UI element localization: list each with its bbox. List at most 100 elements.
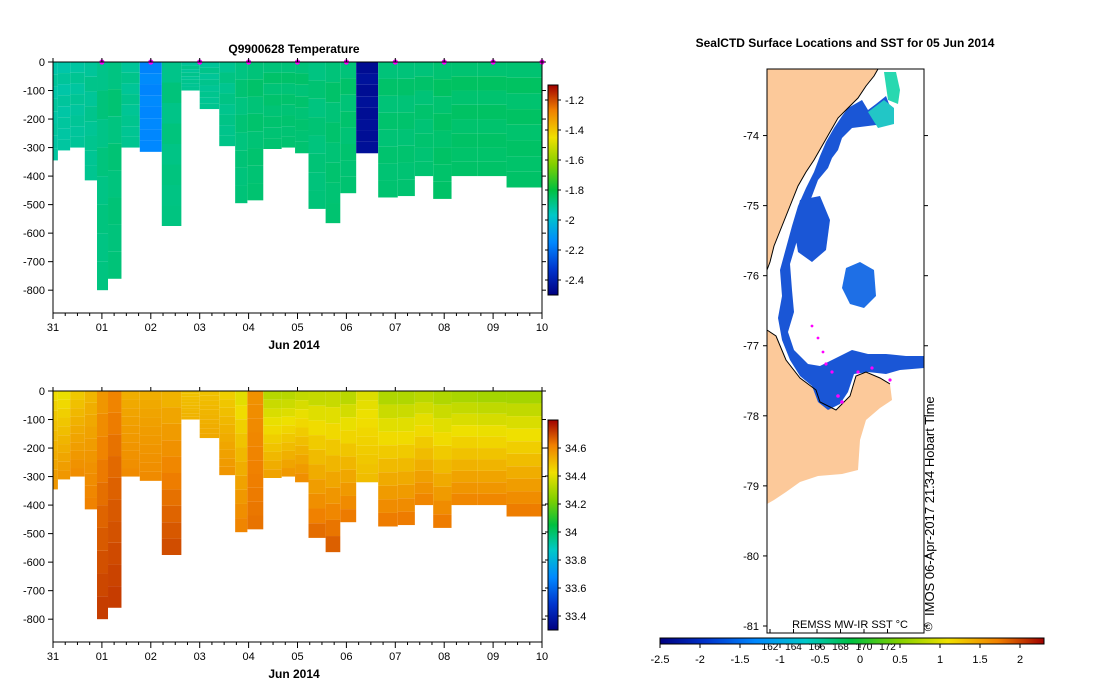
salinity-cell bbox=[97, 459, 109, 483]
salinity-cell bbox=[281, 442, 296, 451]
salinity-cell bbox=[199, 428, 220, 434]
salinity-cell bbox=[325, 503, 341, 520]
temperature-cell bbox=[281, 72, 296, 84]
salinity-cell bbox=[53, 410, 58, 421]
salinity-cell bbox=[53, 400, 58, 411]
salinity-cell bbox=[281, 399, 296, 409]
salinity-cell bbox=[161, 522, 182, 539]
salinity-cell bbox=[356, 400, 379, 410]
salinity-cell bbox=[70, 416, 85, 426]
salinity-cell bbox=[356, 436, 379, 446]
salinity-cell bbox=[263, 417, 282, 426]
sst-colorbar-tick-label: 2 bbox=[1017, 654, 1023, 666]
temperature-cell bbox=[451, 119, 478, 134]
temperature-cell bbox=[97, 261, 109, 291]
salinity-cell bbox=[84, 473, 98, 486]
salinity-cell bbox=[121, 433, 140, 443]
x-tick-label: 01 bbox=[96, 651, 108, 663]
temperature-cell bbox=[235, 79, 248, 98]
temperature-cell bbox=[57, 139, 71, 151]
temperature-cell bbox=[97, 204, 109, 234]
temperature-cell bbox=[219, 125, 236, 136]
salinity-cell bbox=[181, 416, 200, 420]
temperature-cell bbox=[108, 197, 122, 225]
temperature-cell bbox=[121, 104, 140, 116]
temperature-cell bbox=[84, 106, 98, 122]
colorbar-tick-label: 33.8 bbox=[565, 555, 586, 567]
temperature-cell bbox=[121, 126, 140, 137]
salinity-cell bbox=[281, 459, 296, 469]
salinity-cell bbox=[53, 459, 58, 470]
salinity-cell bbox=[295, 400, 309, 410]
salinity-cell bbox=[84, 414, 98, 427]
temperature-cell bbox=[308, 117, 326, 136]
salinity-cell bbox=[139, 462, 162, 472]
sst-colorbar bbox=[659, 637, 1045, 645]
salinity-cell bbox=[139, 444, 162, 454]
colorbar-tick-label: 34.6 bbox=[565, 443, 586, 455]
salinity-cell bbox=[199, 433, 220, 439]
salinity-cell bbox=[181, 396, 200, 400]
salinity-cell bbox=[57, 391, 71, 400]
salinity-axes: 0 -100 -200 -300 -400 -500 -600 -700 -800 31 01 02 0… bbox=[23, 386, 548, 663]
temperature-cell bbox=[139, 118, 162, 130]
salinity-cell bbox=[295, 418, 309, 428]
temperature-cell bbox=[57, 62, 71, 74]
temperature-cell bbox=[161, 205, 182, 227]
salinity-cell bbox=[121, 408, 140, 417]
seal-point bbox=[830, 370, 834, 374]
salinity-cell bbox=[247, 432, 264, 447]
temperature-cell bbox=[219, 104, 236, 115]
temperature-cell bbox=[414, 119, 434, 134]
seal-point bbox=[821, 350, 825, 354]
salinity-cell bbox=[247, 460, 264, 475]
temperature-cell bbox=[84, 150, 98, 166]
salinity-cell bbox=[414, 425, 434, 437]
temperature-cell bbox=[414, 133, 434, 148]
temperature-cell bbox=[97, 90, 109, 120]
y-tick-label: -500 bbox=[23, 200, 45, 212]
salinity-cell bbox=[247, 391, 264, 405]
temperature-cell bbox=[414, 147, 434, 162]
salinity-cell bbox=[340, 509, 357, 523]
temperature-cell bbox=[70, 72, 85, 84]
temperature-cell bbox=[340, 78, 357, 95]
salinity-cell bbox=[308, 493, 326, 509]
temperature-cell bbox=[161, 164, 182, 186]
salinity-cell bbox=[108, 456, 122, 478]
salinity-cell bbox=[247, 515, 264, 530]
salinity-cell bbox=[84, 402, 98, 415]
salinity-cell bbox=[506, 478, 531, 492]
salinity-cell bbox=[121, 450, 140, 460]
salinity-cell bbox=[70, 433, 85, 443]
temperature-cell bbox=[506, 171, 531, 188]
y-tick-label: -400 bbox=[23, 500, 45, 512]
salinity-cell bbox=[108, 412, 122, 435]
lat-tick-label: -74 bbox=[743, 131, 759, 143]
salinity-cell bbox=[161, 407, 182, 424]
salinity-cell bbox=[263, 391, 282, 400]
salinity-cell bbox=[378, 418, 398, 432]
temperature-cell bbox=[247, 79, 264, 97]
salinity-cell bbox=[308, 523, 326, 538]
salinity-cell bbox=[108, 564, 122, 587]
salinity-cell bbox=[247, 418, 264, 433]
salinity-cell bbox=[161, 489, 182, 506]
salinity-cell bbox=[263, 460, 282, 470]
salinity-cell bbox=[139, 453, 162, 463]
salinity-cell bbox=[97, 413, 109, 437]
temperature-cell bbox=[181, 72, 200, 77]
salinity-cell bbox=[451, 402, 478, 414]
temperature-cell bbox=[219, 83, 236, 94]
temperature-cell bbox=[506, 156, 531, 172]
temperature-cell bbox=[263, 138, 282, 149]
salinity-cell bbox=[325, 439, 341, 456]
temperature-cell bbox=[506, 109, 531, 125]
temperature-colorbar bbox=[547, 84, 559, 296]
salinity-cell bbox=[506, 466, 531, 479]
salinity-cell bbox=[70, 391, 85, 400]
salinity-cell bbox=[325, 407, 341, 424]
salinity-cell bbox=[308, 391, 326, 406]
temperature-cell bbox=[219, 135, 236, 147]
y-tick-label: -700 bbox=[23, 586, 45, 598]
